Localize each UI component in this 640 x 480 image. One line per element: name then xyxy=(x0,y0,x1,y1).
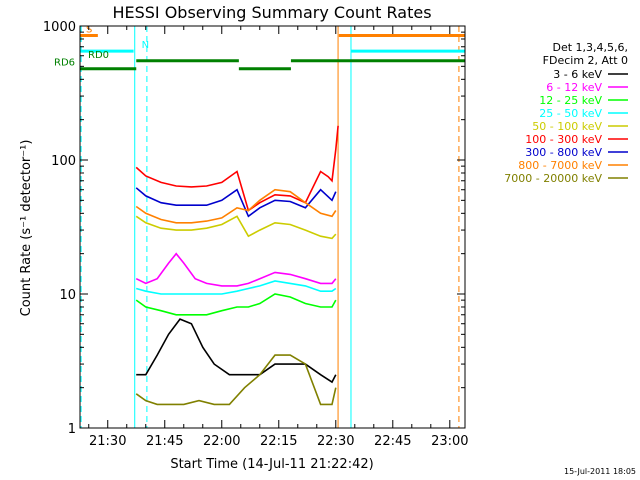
x-axis: 21:30 21:45 22:00 22:15 22:30 22:45 23:00 xyxy=(88,26,469,449)
series-line-7 xyxy=(135,188,337,224)
x-tick-label-6: 23:00 xyxy=(431,434,468,449)
state-bar-label-rd6: RD6 xyxy=(54,58,75,69)
series-line-3 xyxy=(135,280,337,295)
generation-timestamp: 15-Jul-2011 18:05 xyxy=(564,467,636,476)
legend-label-6: 300 - 800 keV xyxy=(525,146,602,159)
x-tick-label-0: 21:30 xyxy=(89,434,126,449)
legend-label-5: 100 - 300 keV xyxy=(525,133,602,146)
legend-label-0: 3 - 6 keV xyxy=(553,68,602,81)
x-axis-label: Start Time (14-Jul-11 21:22:42) xyxy=(170,457,373,472)
series-line-1 xyxy=(135,252,337,287)
y-tick-label-2: 100 xyxy=(51,154,76,169)
legend-label-3: 25 - 50 keV xyxy=(539,107,602,120)
state-bar-label-n: N xyxy=(142,40,149,51)
series-line-5 xyxy=(135,125,339,212)
state-bar-label-rd0: RD0 xyxy=(88,50,109,61)
x-tick-label-3: 22:15 xyxy=(260,434,297,449)
chart-title: HESSI Observing Summary Count Rates xyxy=(112,3,431,22)
x-tick-label-1: 21:45 xyxy=(146,434,183,449)
y-tick-label-0: 1 xyxy=(68,422,76,437)
x-tick-label-4: 22:30 xyxy=(317,434,354,449)
x-tick-label-2: 22:00 xyxy=(203,434,240,449)
legend-label-2: 12 - 25 keV xyxy=(539,94,602,107)
legend-label-1: 6 - 12 keV xyxy=(546,81,602,94)
legend-title-line2: FDecim 2, Att 0 xyxy=(543,54,628,67)
plot-frame xyxy=(79,25,466,429)
plot-area: SNRD0RD6 xyxy=(54,24,465,428)
legend-label-8: 7000 - 20000 keV xyxy=(504,172,602,185)
series-line-2 xyxy=(135,293,337,316)
x-tick-label-5: 22:45 xyxy=(374,434,411,449)
legend-title-line1: Det 1,3,4,5,6, xyxy=(552,41,628,54)
series-line-0 xyxy=(136,318,337,384)
y-axis-label: Count Rate (s⁻¹ detector⁻¹) xyxy=(19,140,34,317)
y-axis: 1 10 100 1000 xyxy=(43,20,465,437)
legend: Det 1,3,4,5,6, FDecim 2, Att 0 3 - 6 keV… xyxy=(504,41,628,185)
y-tick-label-1: 10 xyxy=(59,288,76,303)
y-tick-label-3: 1000 xyxy=(43,20,76,35)
series-line-4 xyxy=(135,215,337,240)
series-line-8 xyxy=(135,354,337,406)
series-line-6 xyxy=(135,187,337,218)
legend-label-4: 50 - 100 keV xyxy=(532,120,602,133)
legend-label-7: 800 - 7000 keV xyxy=(518,159,602,172)
